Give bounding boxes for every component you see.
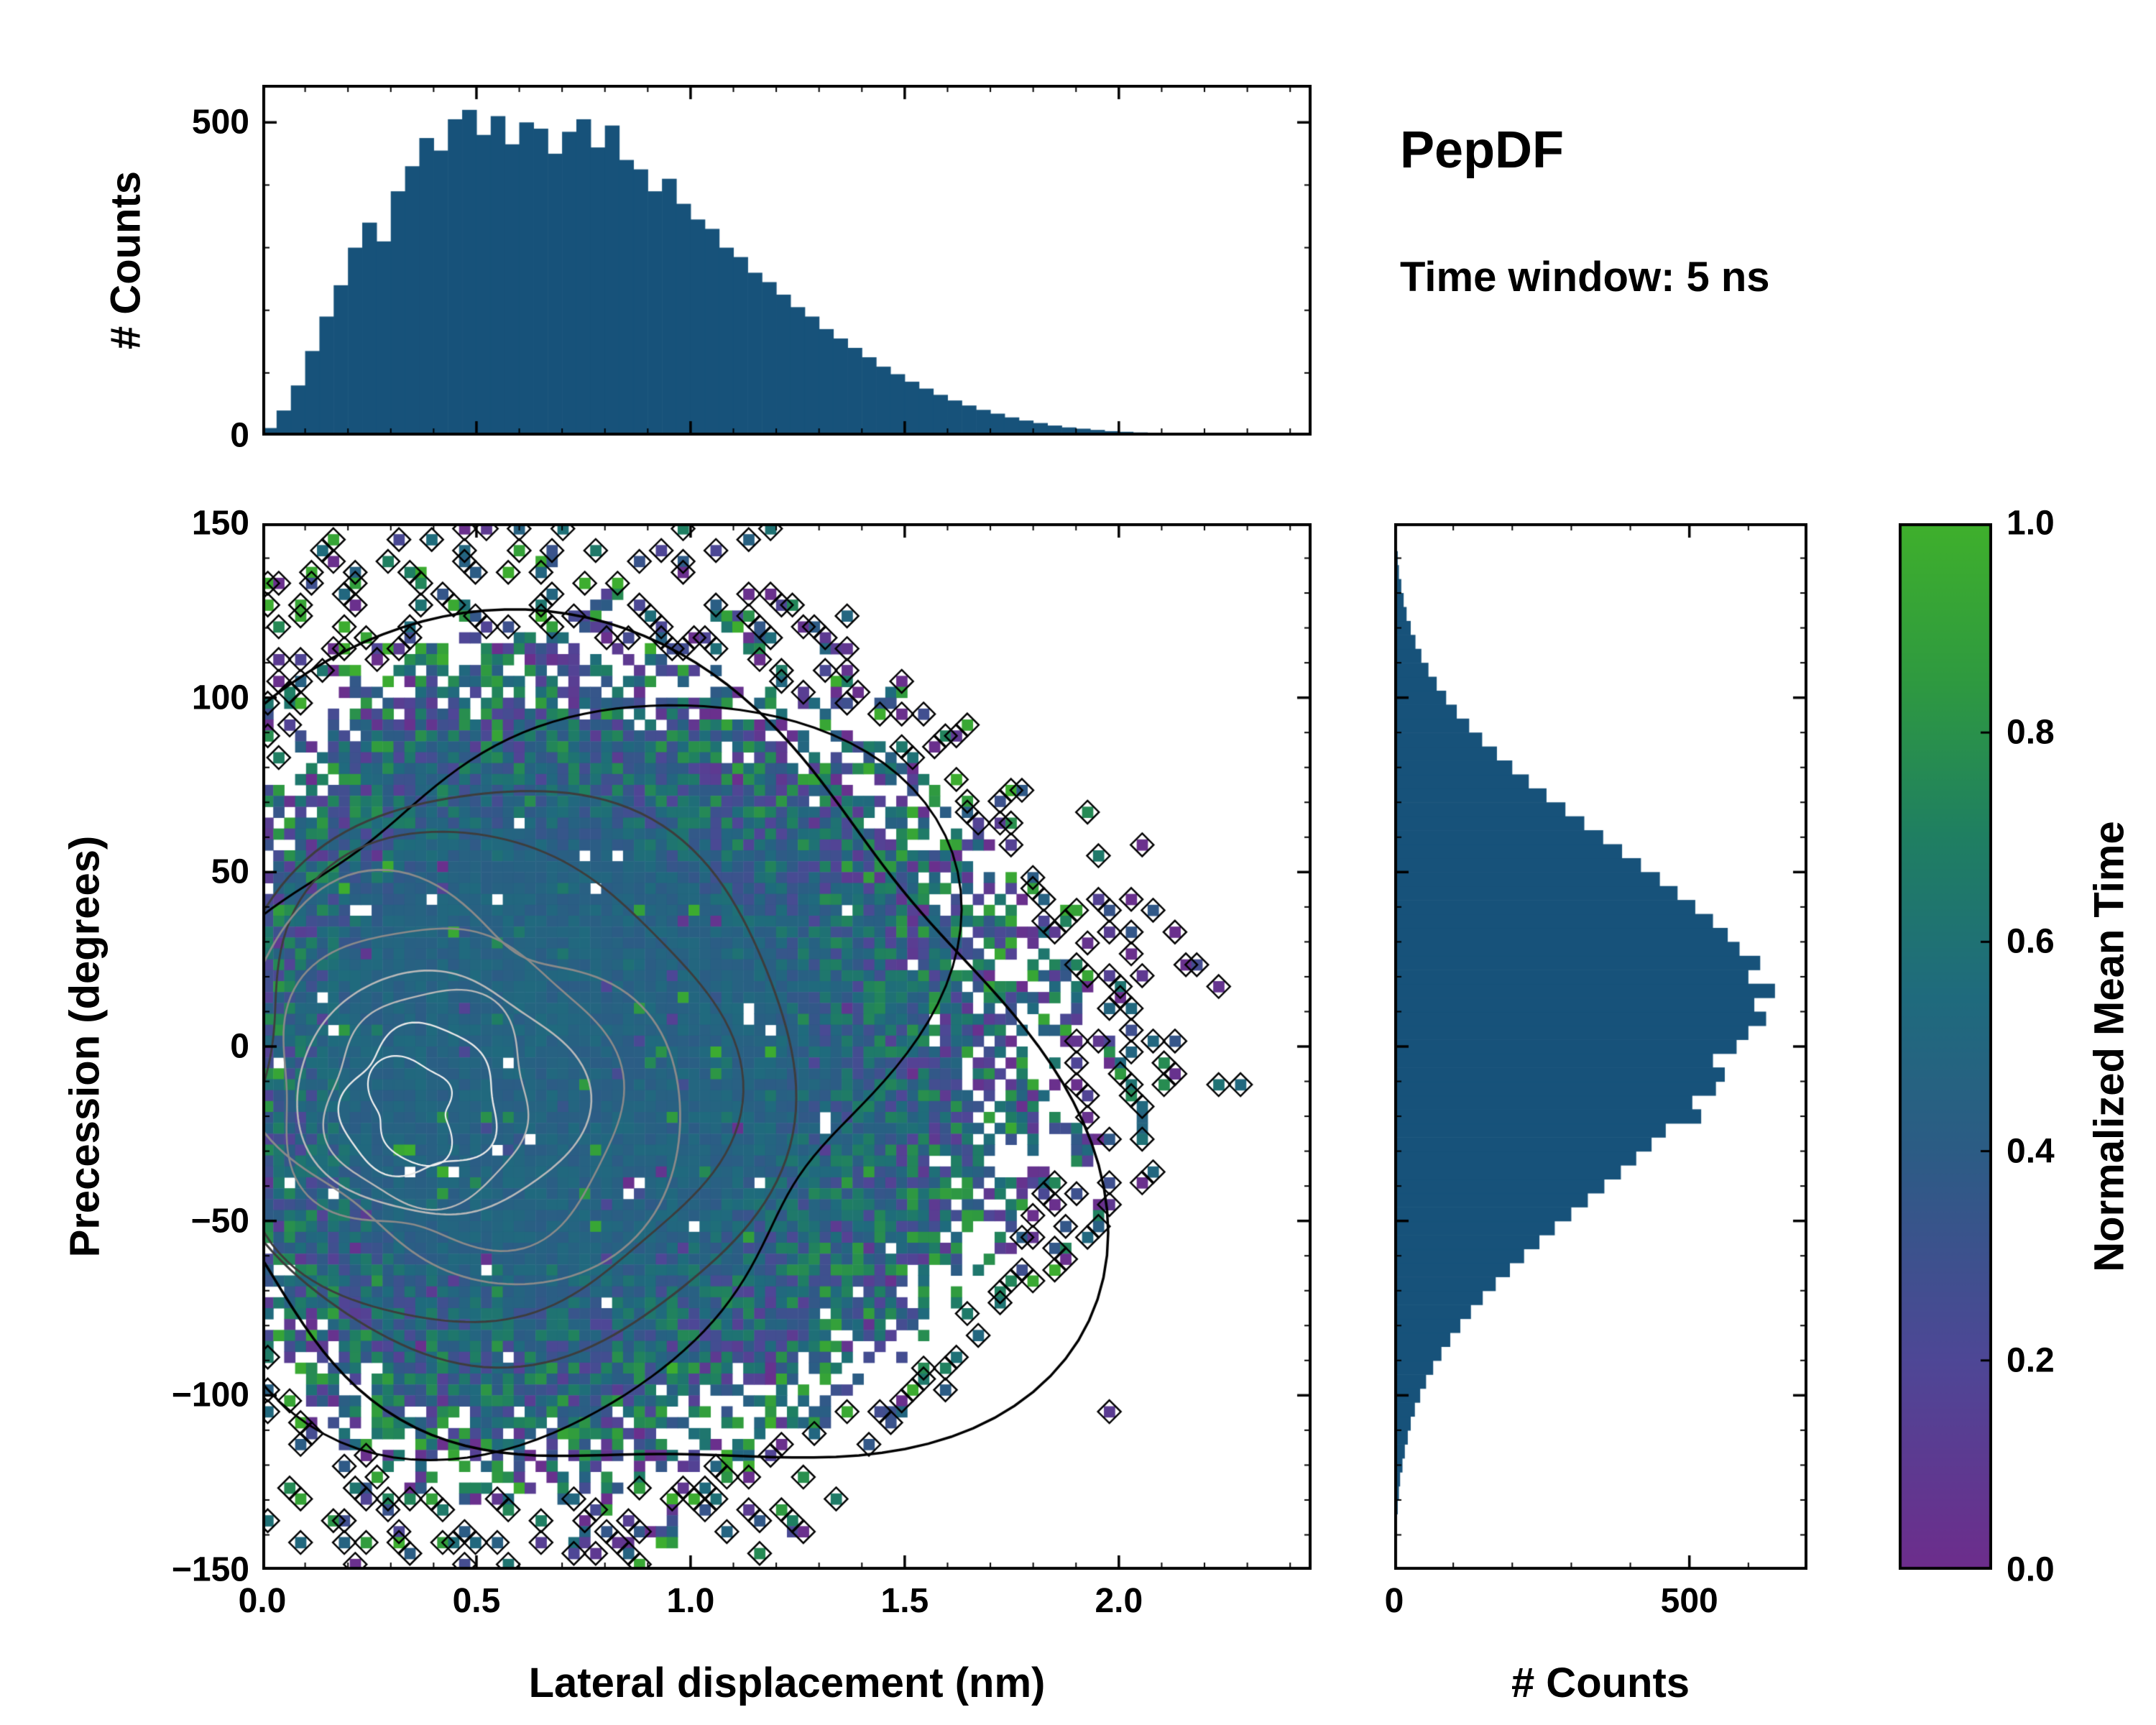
colorbar-tick: 0.4 — [2007, 1132, 2055, 1171]
joint-ytick: −50 — [190, 1202, 249, 1241]
right-histogram-xlabel: # Counts — [1511, 1660, 1690, 1706]
joint-ytick: −100 — [171, 1376, 249, 1414]
joint-heatmap-canvas — [262, 523, 1312, 1570]
joint-xtick: 1.0 — [666, 1582, 715, 1620]
colorbar-tick: 0.2 — [2007, 1341, 2055, 1380]
joint-ylabel: Precession (degrees) — [61, 835, 109, 1258]
top-hist-ytick: 0 — [230, 416, 249, 455]
joint-xtick: 0.5 — [452, 1582, 501, 1620]
joint-xlabel: Lateral displacement (nm) — [528, 1660, 1046, 1706]
joint-ytick: −150 — [171, 1550, 249, 1589]
colorbar-tick: 0.6 — [2007, 922, 2055, 961]
top-hist-ytick: 500 — [191, 103, 249, 142]
joint-ytick: 100 — [191, 678, 249, 717]
joint-ytick: 0 — [230, 1027, 249, 1066]
joint-xtick: 2.0 — [1095, 1582, 1143, 1620]
plot-subtitle: Time window: 5 ns — [1400, 254, 1770, 300]
joint-xtick: 1.5 — [880, 1582, 929, 1620]
right-histogram-canvas — [1394, 523, 1807, 1570]
plot-title: PepDF — [1400, 121, 1565, 179]
top-histogram-ylabel: # Counts — [102, 170, 149, 350]
joint-ytick: 50 — [211, 852, 249, 891]
colorbar-tick: 0.0 — [2007, 1550, 2055, 1589]
joint-ytick: 150 — [191, 504, 249, 543]
right-hist-xtick: 0 — [1384, 1582, 1404, 1620]
colorbar-tick: 0.8 — [2007, 713, 2055, 752]
joint-xtick: 0.0 — [238, 1582, 287, 1620]
colorbar-tick: 1.0 — [2007, 504, 2055, 543]
colorbar-label: Normalized Mean Time — [2086, 821, 2133, 1272]
right-hist-xtick: 500 — [1660, 1582, 1718, 1620]
colorbar-canvas — [1899, 523, 1992, 1570]
top-histogram-canvas — [262, 85, 1312, 436]
